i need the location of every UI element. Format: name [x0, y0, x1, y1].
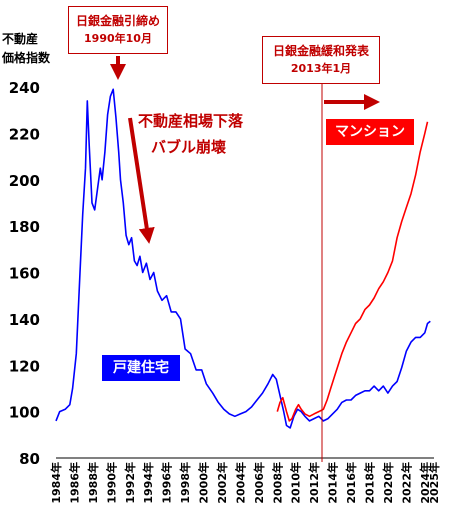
x-tick-label: 1992年 [123, 462, 137, 504]
y-axis-title-line2: 価格指数 [2, 51, 51, 65]
x-tick-label: 2014年 [326, 462, 340, 504]
y-tick-label: 140 [9, 311, 40, 329]
x-tick-label: 2002年 [215, 462, 229, 504]
y-axis-title-line1: 不動産 [2, 32, 39, 46]
x-tick-label: 1994年 [141, 462, 155, 504]
crash-arrow [128, 117, 155, 244]
x-tick-label: 2000年 [197, 462, 211, 504]
x-tick-label: 2016年 [344, 462, 358, 504]
y-tick-label: 240 [9, 79, 40, 97]
annotation-boj-tightening-line1: 日銀金融引締め [75, 14, 160, 28]
x-tick-label: 2010年 [289, 462, 303, 504]
annotation-boj-tightening-date: 1990年10月 [84, 32, 152, 45]
x-tick-label: 1996年 [160, 462, 174, 504]
annotation-boj-tightening: 日銀金融引締め 1990年10月 [68, 6, 168, 54]
series-line-condo [276, 121, 429, 422]
annotation-crash-line1: 不動産相場下落 [138, 112, 244, 130]
y-tick-label: 120 [9, 357, 40, 375]
x-tick-label: 1986年 [67, 462, 81, 504]
series-line-house [55, 88, 431, 429]
annotation-boj-easing-date: 2013年1月 [290, 62, 352, 75]
x-tick-label: 1988年 [86, 462, 100, 504]
annotation-boj-easing: 日銀金融緩和発表 2013年1月 [262, 36, 380, 84]
x-tick-label: 1984年 [49, 462, 63, 504]
x-tick-label: 2025年 [427, 462, 441, 504]
y-tick-label: 100 [9, 404, 40, 422]
x-tick-label: 2006年 [252, 462, 266, 504]
x-tick-label: 2008年 [270, 462, 284, 504]
x-tick-label: 2022年 [399, 462, 413, 504]
annotation-boj-easing-line1: 日銀金融緩和発表 [272, 44, 369, 58]
legend-label-condo: マンション [326, 119, 414, 145]
x-tick-label: 2004年 [233, 462, 247, 504]
legend-label-house: 戸建住宅 [102, 355, 180, 381]
x-tick-label: 2020年 [381, 462, 395, 504]
y-tick-label: 180 [9, 218, 40, 236]
y-tick-label: 200 [9, 172, 40, 190]
annotation-crash-line2: バブル崩壊 [151, 138, 227, 156]
y-tick-label: 160 [9, 265, 40, 283]
x-tick-label: 2024年 [418, 462, 432, 504]
y-tick-label: 80 [19, 450, 40, 468]
x-tick-label: 1990年 [104, 462, 118, 504]
x-tick-label: 2012年 [307, 462, 321, 504]
x-tick-label: 1998年 [178, 462, 192, 504]
x-tick-label: 2018年 [362, 462, 376, 504]
y-tick-label: 220 [9, 125, 40, 143]
